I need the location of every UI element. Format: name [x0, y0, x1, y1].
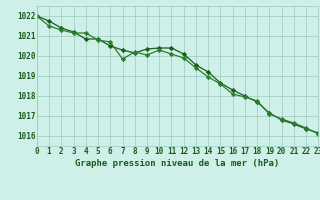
- X-axis label: Graphe pression niveau de la mer (hPa): Graphe pression niveau de la mer (hPa): [76, 159, 280, 168]
